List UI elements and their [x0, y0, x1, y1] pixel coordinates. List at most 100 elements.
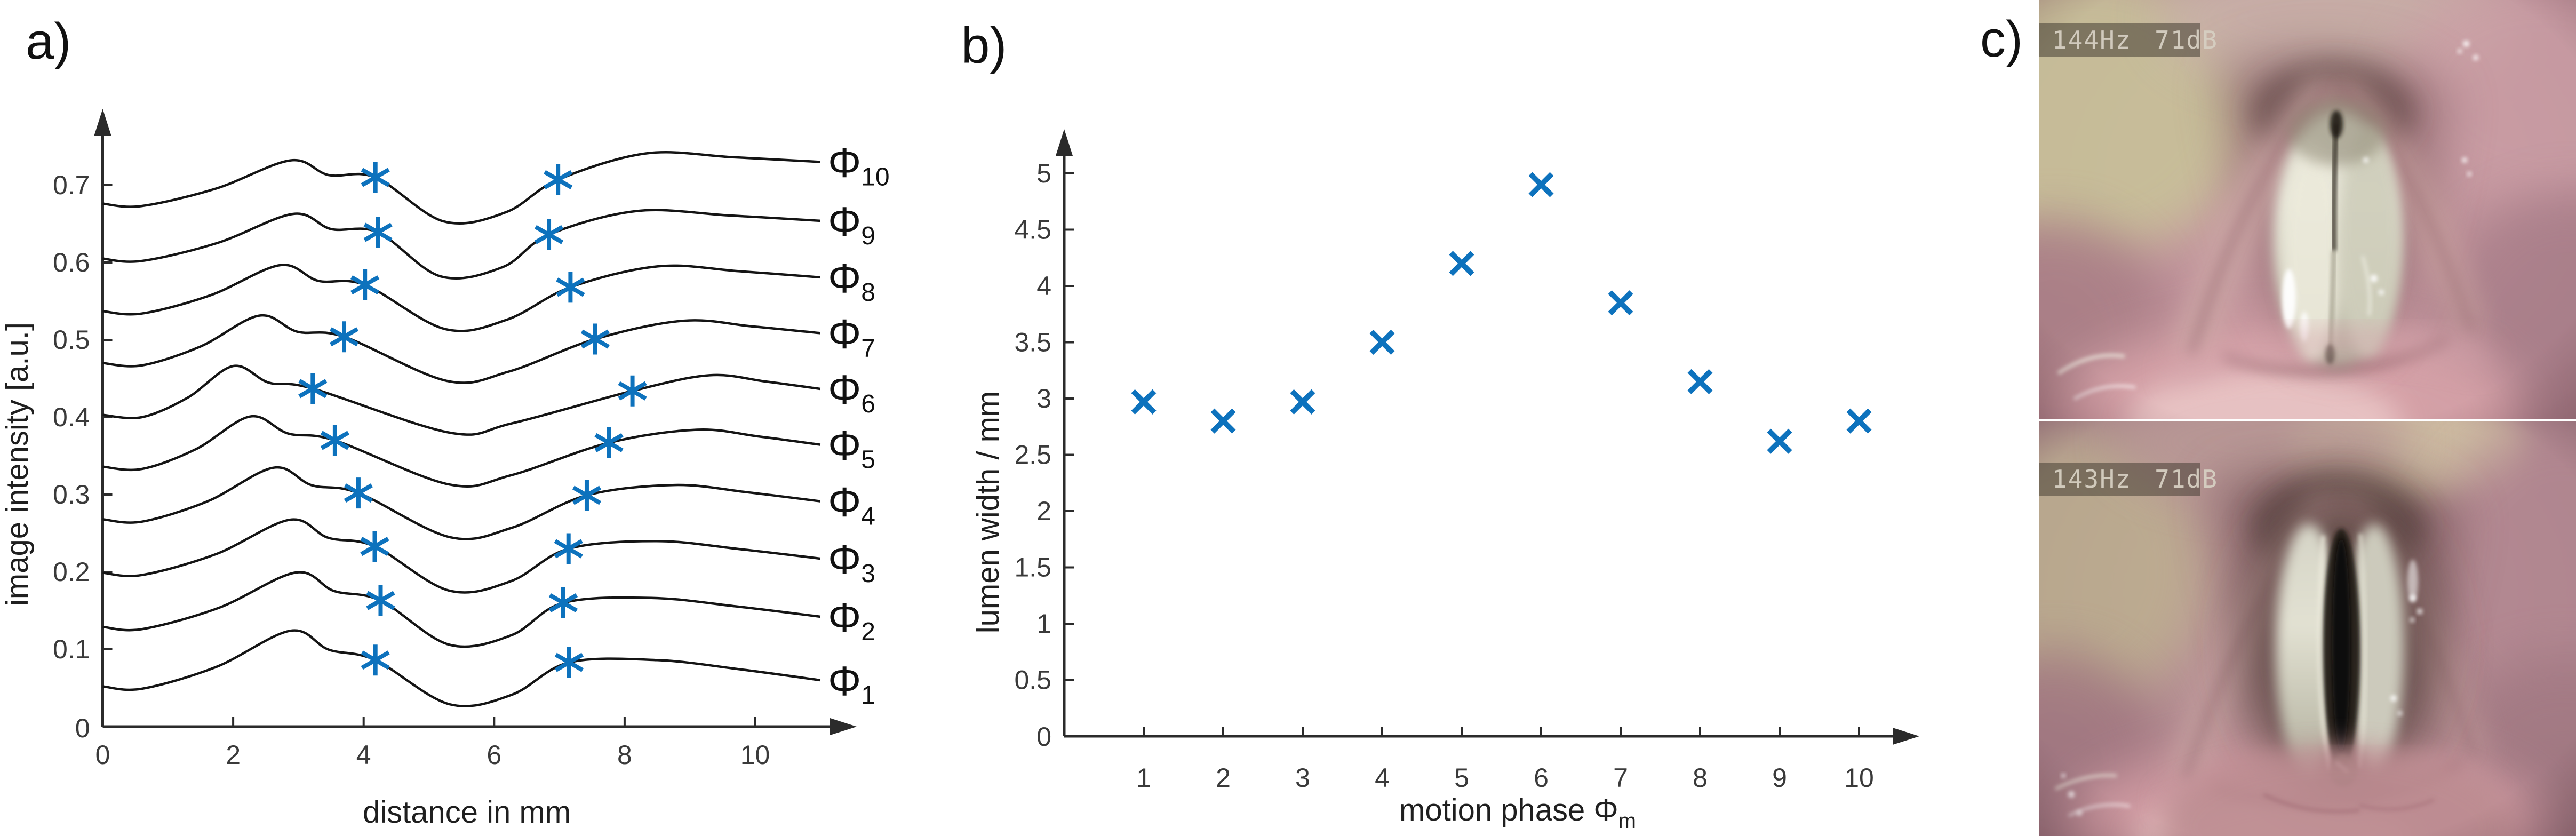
svg-text:3.5: 3.5 — [1014, 328, 1051, 357]
edge-marker-asterisk — [580, 323, 610, 355]
svg-text:6: 6 — [487, 740, 501, 770]
intensity-profile-curve — [102, 571, 821, 648]
svg-text:5: 5 — [1454, 763, 1469, 793]
svg-text:3: 3 — [1036, 384, 1051, 413]
panel-a-ylabel: image intensity [a.u.] — [0, 322, 35, 606]
panel-b-chart: 0 0.5 1 1.5 2 2.5 3 3.5 4 4.5 5 1 2 3 4 5 6 7 8 9 10 lumen wi… — [971, 129, 1919, 833]
data-marker-x — [1687, 369, 1713, 394]
svg-text:10: 10 — [740, 740, 770, 770]
edge-marker-asterisk — [594, 427, 624, 458]
svg-text:8: 8 — [1693, 763, 1708, 793]
data-marker-x — [1846, 408, 1872, 434]
svg-text:9: 9 — [1772, 763, 1787, 793]
svg-text:0.2: 0.2 — [53, 557, 90, 587]
panel-a-label: a) — [26, 13, 71, 70]
intensity-profile-curve — [102, 151, 820, 225]
svg-text:2: 2 — [226, 740, 241, 770]
phase-curve-label: Φ4 — [828, 479, 875, 531]
edge-marker-asterisk — [361, 162, 390, 193]
charts-canvas: 0 2 4 6 8 1000.10.20.30.40.50.60.7Φ1Φ2Φ3Φ4Φ5Φ… — [0, 109, 1919, 833]
svg-text:4: 4 — [356, 740, 371, 770]
svg-text:1: 1 — [1136, 763, 1151, 793]
data-marker-x — [1210, 408, 1236, 434]
svg-text:6: 6 — [1534, 763, 1549, 793]
data-marker-x — [1528, 172, 1554, 197]
data-marker-x — [1290, 389, 1315, 415]
edge-marker-asterisk — [360, 531, 389, 562]
osd-overlay-strip — [2039, 463, 2200, 496]
svg-text:10: 10 — [1844, 763, 1874, 793]
svg-text:4: 4 — [1036, 271, 1051, 301]
svg-text:2.5: 2.5 — [1014, 440, 1051, 470]
osd-frequency-level-text: 144Hz 71dB — [2052, 26, 2218, 54]
phase-curve-label: Φ8 — [828, 254, 875, 307]
svg-text:2: 2 — [1036, 496, 1051, 526]
phase-curve-label: Φ1 — [828, 657, 875, 710]
phase-curve-label: Φ3 — [828, 536, 875, 588]
svg-text:0: 0 — [1036, 722, 1051, 752]
svg-text:8: 8 — [617, 740, 632, 770]
data-marker-x — [1767, 428, 1792, 454]
edge-marker-asterisk — [534, 219, 564, 250]
intensity-profile-curve — [102, 264, 820, 332]
svg-text:1: 1 — [1036, 609, 1051, 639]
phase-curve-label: Φ5 — [828, 422, 875, 474]
intensity-profile-curve — [102, 629, 821, 707]
endoscopy-image-top: 144Hz 71dB — [2039, 0, 2576, 419]
phase-curve-label: Φ10 — [828, 139, 890, 192]
svg-text:0.7: 0.7 — [53, 170, 90, 200]
edge-marker-asterisk — [548, 587, 578, 618]
panel-b-xlabel: motion phase Φm — [1399, 793, 1636, 833]
panel-b-ylabel: lumen width / mm — [971, 391, 1006, 633]
edge-marker-asterisk — [366, 585, 395, 616]
edge-marker-asterisk — [363, 217, 393, 248]
svg-text:2: 2 — [1216, 763, 1231, 793]
edge-marker-asterisk — [556, 272, 585, 303]
phase-curve-label: Φ6 — [828, 366, 875, 418]
svg-text:5: 5 — [1036, 158, 1051, 188]
svg-text:7: 7 — [1613, 763, 1628, 793]
panel-c-label: c) — [1980, 11, 2023, 68]
data-marker-x — [1131, 389, 1157, 415]
intensity-profile-curve — [102, 364, 821, 436]
phase-curve-label: Φ2 — [828, 594, 875, 646]
svg-text:0.4: 0.4 — [53, 402, 90, 432]
edge-marker-asterisk — [544, 164, 573, 195]
edge-marker-asterisk — [329, 321, 359, 353]
osd-frequency-level-text: 143Hz 71dB — [2052, 465, 2218, 493]
phase-curve-label: Φ9 — [828, 198, 875, 250]
edge-marker-asterisk — [572, 480, 602, 511]
svg-text:0.5: 0.5 — [1014, 665, 1051, 695]
edge-marker-asterisk — [320, 425, 350, 456]
data-marker-x — [1449, 251, 1474, 276]
intensity-profile-curve — [102, 209, 820, 280]
edge-marker-asterisk — [361, 644, 390, 676]
svg-text:4.5: 4.5 — [1014, 215, 1051, 245]
edge-marker-asterisk — [618, 375, 647, 407]
intensity-profile-curve — [102, 314, 821, 384]
edge-marker-asterisk — [554, 647, 584, 678]
osd-overlay-strip — [2039, 23, 2200, 57]
panel-b-label: b) — [961, 17, 1007, 74]
svg-text:1.5: 1.5 — [1014, 553, 1051, 583]
svg-text:0.1: 0.1 — [53, 634, 90, 664]
data-marker-x — [1608, 290, 1633, 316]
intensity-profile-curve — [102, 518, 821, 594]
edge-marker-asterisk — [554, 533, 583, 564]
svg-text:4: 4 — [1375, 763, 1390, 793]
svg-text:0: 0 — [95, 740, 110, 770]
endoscopy-image-bottom: 143Hz 71dB — [2039, 421, 2576, 836]
edge-marker-asterisk — [344, 477, 373, 509]
intensity-profile-curve — [102, 415, 821, 488]
svg-text:0.3: 0.3 — [53, 480, 90, 509]
edge-marker-asterisk — [298, 373, 328, 404]
data-marker-x — [1369, 329, 1395, 355]
edge-marker-asterisk — [350, 269, 380, 301]
panel-a-xlabel: distance in mm — [363, 795, 571, 830]
svg-text:0: 0 — [75, 713, 90, 743]
svg-text:3: 3 — [1295, 763, 1310, 793]
panel-a-chart: 0 2 4 6 8 1000.10.20.30.40.50.60.7Φ1Φ2Φ3Φ4Φ5Φ… — [0, 109, 890, 830]
svg-text:0.5: 0.5 — [53, 325, 90, 355]
phase-curve-label: Φ7 — [828, 310, 875, 362]
